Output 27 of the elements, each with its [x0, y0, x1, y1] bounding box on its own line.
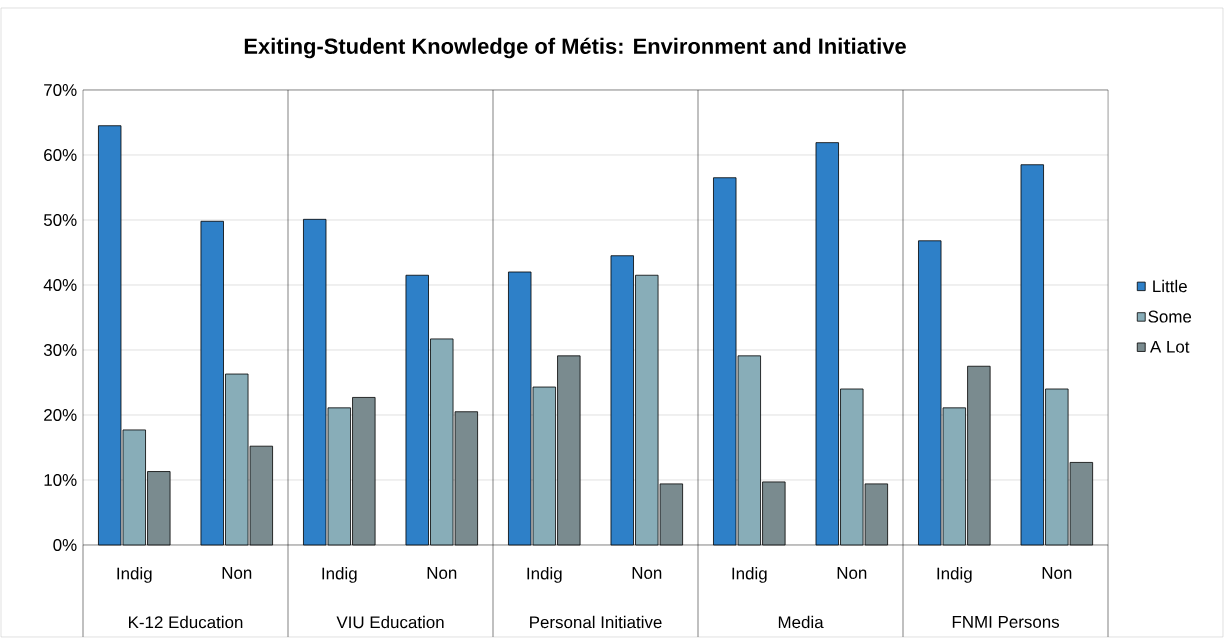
- x-tick-label: Non: [632, 567, 662, 579]
- x-tick-label: Indig: [937, 567, 972, 583]
- x-tick-label: Non: [837, 567, 867, 579]
- y-tick-label: 50%: [43, 213, 77, 226]
- x-tick-label: Indig: [117, 567, 152, 583]
- x-tick-label: Non: [1042, 567, 1072, 579]
- x-tick-label: Indig: [527, 567, 562, 583]
- legend-label: A Lot: [1149, 340, 1190, 353]
- text: VIU Education: [336, 615, 444, 629]
- y-tick-label: 70%: [44, 83, 77, 96]
- text: FNMI Persons: [952, 616, 1060, 628]
- y-tick-label: 40%: [43, 278, 77, 291]
- y-tick-label: 30%: [43, 343, 77, 356]
- y-tick-label: 10%: [44, 473, 77, 486]
- y-tick-label: 60%: [44, 148, 77, 161]
- x-tick-label: Indig: [732, 567, 767, 583]
- text: K-12 Education: [129, 615, 243, 629]
- chart-title: Exiting-Student Knowledge of Métis: Environment and Initiative: [244, 37, 906, 59]
- x-tick-label: Non: [222, 567, 252, 579]
- y-tick-label: 0%: [53, 538, 77, 551]
- text: Media: [778, 615, 824, 629]
- text: Personal Initiative: [530, 615, 662, 629]
- x-tick-label: Non: [427, 567, 457, 579]
- y-tick-label: 20%: [44, 408, 77, 421]
- x-tick-label: Indig: [322, 567, 357, 583]
- legend-label: Little: [1153, 279, 1187, 293]
- legend-label: Some: [1148, 310, 1192, 323]
